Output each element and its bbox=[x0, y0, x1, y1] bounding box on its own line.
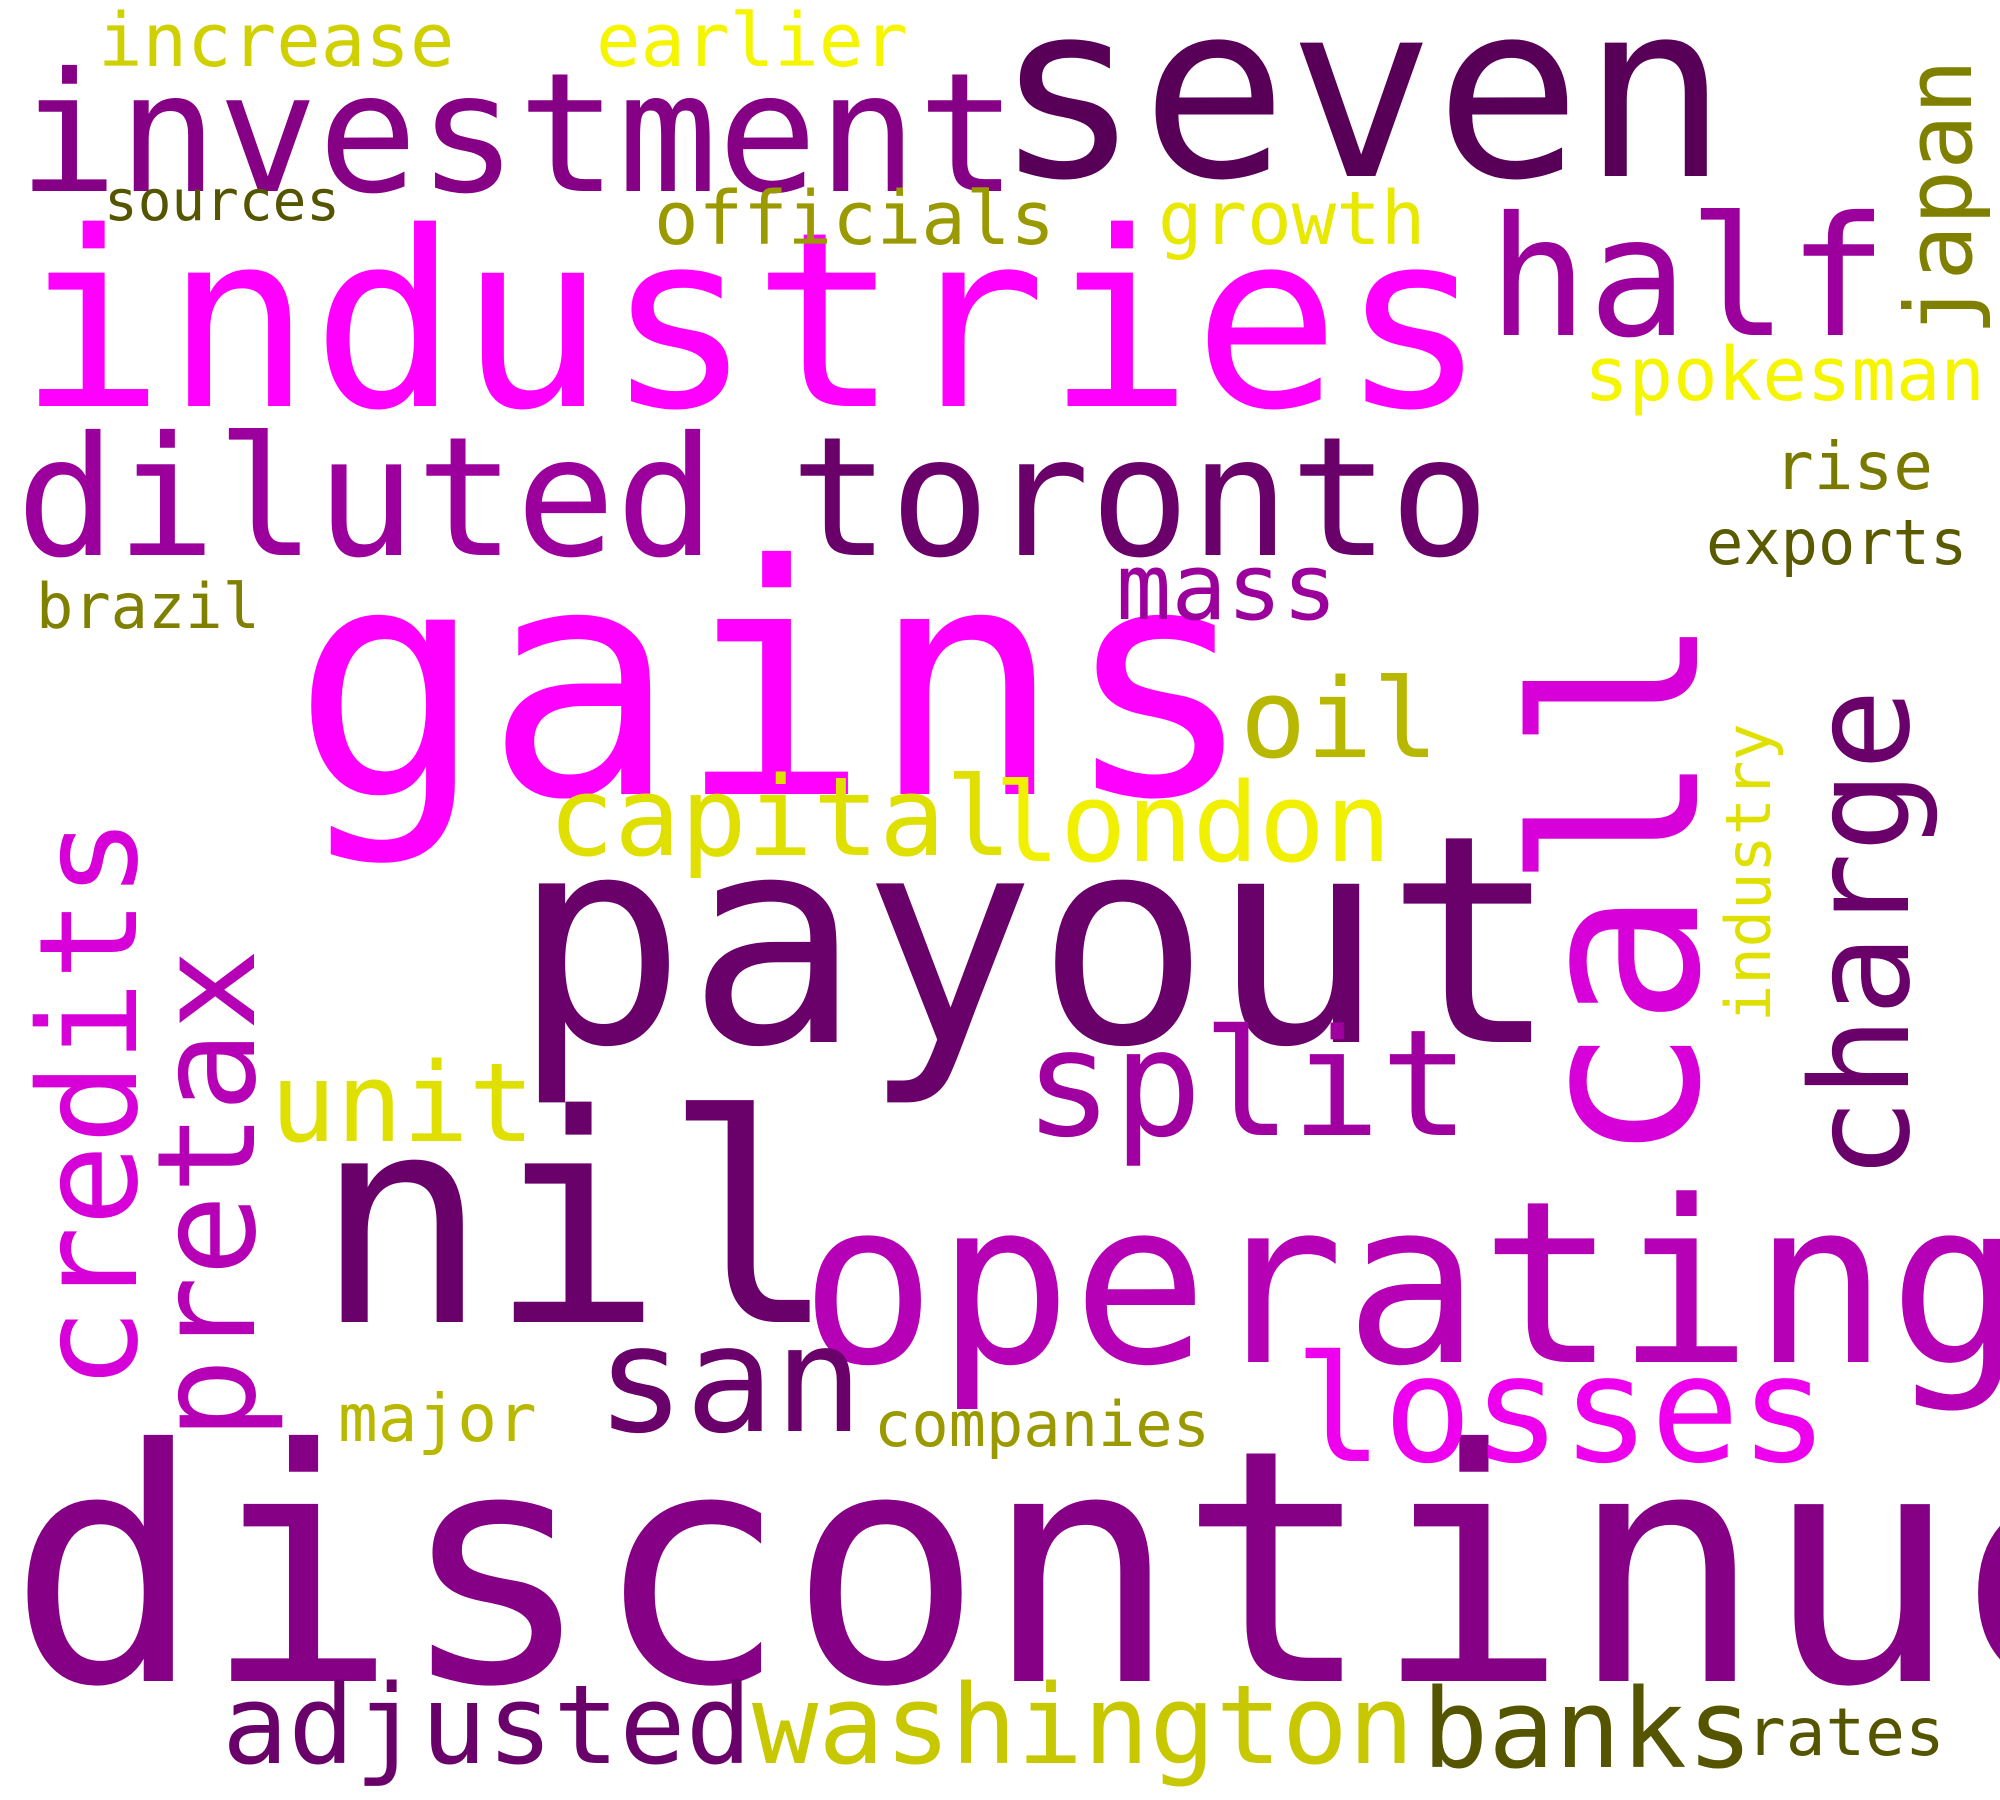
word-spokesman: spokesman bbox=[1584, 332, 1985, 418]
word-unit: unit bbox=[270, 1039, 535, 1167]
word-diluted: diluted bbox=[16, 402, 716, 595]
word-major: major bbox=[338, 1380, 537, 1457]
word-toronto: toronto bbox=[790, 402, 1490, 595]
word-mass: mass bbox=[1116, 534, 1338, 641]
word-split: split bbox=[1024, 998, 1470, 1170]
word-growth: growth bbox=[1158, 176, 1426, 262]
word-call: call bbox=[1485, 614, 1751, 1164]
word-rise: rise bbox=[1774, 428, 1933, 505]
word-sources: sources bbox=[104, 169, 341, 234]
word-rates: rates bbox=[1746, 1694, 1945, 1771]
word-exports: exports bbox=[1706, 506, 1968, 579]
word-adjusted: adjusted bbox=[222, 1661, 752, 1789]
word-companies: companies bbox=[874, 1388, 1210, 1461]
word-earlier: earlier bbox=[596, 0, 908, 84]
word-operating: operating bbox=[800, 1153, 2000, 1416]
word-oil: oil bbox=[1240, 655, 1439, 783]
word-half: half bbox=[1488, 182, 1888, 375]
word-officials: officials bbox=[654, 176, 1055, 262]
word-capital: capital bbox=[548, 753, 1012, 881]
word-industry: industry bbox=[1712, 723, 1785, 1022]
word-san: san bbox=[596, 1294, 864, 1466]
word-seven: seven bbox=[994, 0, 1729, 234]
word-london: london bbox=[994, 759, 1392, 887]
word-increase: increase bbox=[98, 0, 455, 84]
word-banks: banks bbox=[1422, 1665, 1754, 1793]
word-losses: losses bbox=[1294, 1324, 1829, 1496]
word-investment: investment bbox=[18, 38, 1018, 231]
word-japan: japan bbox=[1886, 59, 1993, 336]
word-charge: charge bbox=[1783, 688, 1941, 1180]
word-nil: nil bbox=[314, 1054, 838, 1391]
word-payout: payout bbox=[512, 774, 1560, 1111]
word-gains: gains bbox=[292, 498, 1256, 870]
word-industries: industries bbox=[18, 180, 1488, 464]
word-pretax: pretax bbox=[129, 948, 287, 1440]
word-discontinued: discontinued bbox=[8, 1381, 2000, 1758]
word-brazil: brazil bbox=[36, 570, 260, 643]
word-washington: washington bbox=[752, 1661, 1415, 1789]
